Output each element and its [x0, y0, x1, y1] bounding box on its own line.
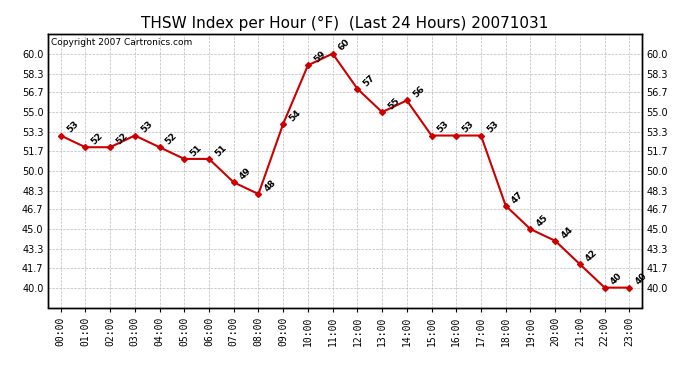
- Text: 44: 44: [560, 225, 575, 240]
- Text: 57: 57: [362, 73, 377, 88]
- Text: 52: 52: [115, 131, 130, 147]
- Text: 53: 53: [435, 120, 451, 135]
- Text: 52: 52: [90, 131, 105, 147]
- Title: THSW Index per Hour (°F)  (Last 24 Hours) 20071031: THSW Index per Hour (°F) (Last 24 Hours)…: [141, 16, 549, 31]
- Text: 53: 53: [460, 120, 475, 135]
- Text: 49: 49: [238, 166, 253, 182]
- Text: Copyright 2007 Cartronics.com: Copyright 2007 Cartronics.com: [51, 38, 193, 47]
- Text: 51: 51: [213, 143, 228, 158]
- Text: 56: 56: [411, 84, 426, 100]
- Text: 45: 45: [535, 213, 550, 228]
- Text: 40: 40: [633, 272, 649, 287]
- Text: 59: 59: [312, 49, 327, 64]
- Text: 53: 53: [485, 120, 500, 135]
- Text: 47: 47: [510, 190, 525, 205]
- Text: 60: 60: [337, 38, 352, 53]
- Text: 53: 53: [65, 120, 80, 135]
- Text: 51: 51: [188, 143, 204, 158]
- Text: 53: 53: [139, 120, 154, 135]
- Text: 40: 40: [609, 272, 624, 287]
- Text: 42: 42: [584, 248, 600, 263]
- Text: 54: 54: [287, 108, 303, 123]
- Text: 48: 48: [263, 178, 278, 193]
- Text: 55: 55: [386, 96, 402, 111]
- Text: 52: 52: [164, 131, 179, 147]
